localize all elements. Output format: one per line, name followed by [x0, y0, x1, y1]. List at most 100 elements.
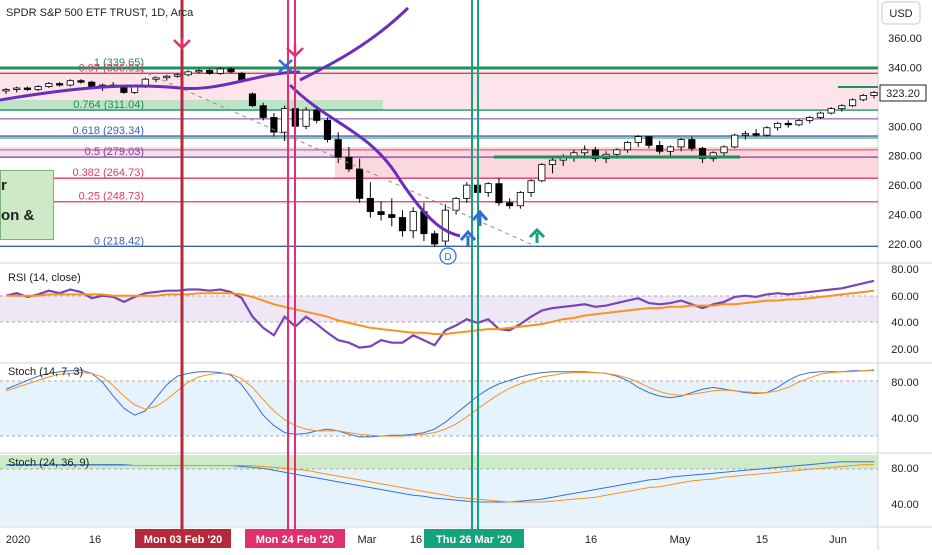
- series-line-0: [5, 279, 875, 349]
- candle-body: [848, 99, 857, 107]
- note-box[interactable]: r on &: [0, 170, 54, 240]
- candle-body: [2, 89, 10, 92]
- drawn-curve-left[interactable]: [0, 70, 301, 102]
- fib-label-0: 1 (339.65): [94, 57, 144, 69]
- fib-green-band: [0, 100, 383, 110]
- candle-body: [795, 120, 803, 126]
- blue-up-arrow-1-icon: [459, 229, 477, 246]
- candle-body: [548, 159, 557, 165]
- candle-body: [645, 136, 653, 146]
- fib-zone-left: [0, 147, 335, 157]
- candle-body: [66, 80, 74, 86]
- date-badge-feb03-label: Mon 03 Feb '20: [144, 534, 222, 546]
- dashed-trend-line[interactable]: [139, 69, 536, 247]
- red-down-arrow-1-icon: [173, 38, 191, 50]
- symbol-title: SPDR S&P 500 ETF TRUST, 1D, Arca: [6, 7, 194, 19]
- candle-body: [356, 168, 364, 199]
- candle-body: [741, 133, 749, 136]
- series-line-1: [6, 289, 875, 335]
- stoch1-title: Stoch (14, 7, 3): [8, 366, 83, 378]
- candle-body: [163, 75, 171, 79]
- fib-label-6: 0.25 (248.73): [79, 191, 144, 203]
- currency-label: USD: [889, 8, 912, 20]
- price-tick-label: 300.00: [888, 121, 922, 133]
- teal-up-arrow-icon: [528, 227, 546, 243]
- candle-body: [806, 117, 814, 121]
- candle-body: [206, 69, 214, 74]
- candle-body: [431, 233, 439, 245]
- fib-label-4: 0.5 (279.03): [85, 146, 144, 158]
- blue-x-marker-icon: [278, 59, 293, 73]
- candle-body: [581, 149, 589, 154]
- price-tick-label: 340.00: [888, 62, 922, 74]
- series-line-1: [5, 370, 874, 437]
- drawn-curve-top[interactable]: [299, 6, 410, 82]
- candle-body: [634, 136, 642, 143]
- candle-body: [302, 109, 310, 127]
- candle-body: [45, 83, 53, 87]
- date-badge-mar26-label: Thu 26 Mar '20: [436, 534, 512, 546]
- time-tick-label: Jun: [829, 534, 847, 546]
- stoch1-lines: [5, 369, 875, 438]
- candle-body: [173, 74, 182, 77]
- time-tick-label: Mar: [358, 534, 377, 546]
- rsi-lines: [5, 279, 875, 349]
- date-badge-feb24-label: Mon 24 Feb '20: [256, 534, 334, 546]
- drawn-curve-decline[interactable]: [288, 83, 461, 238]
- price-tick-label: 280.00: [888, 151, 922, 163]
- candle-body: [731, 134, 739, 148]
- candle-body: [720, 146, 728, 154]
- candle-body: [538, 164, 546, 182]
- candle-body: [613, 149, 621, 155]
- price-tick-label: 360.00: [888, 33, 922, 45]
- candle-body: [506, 202, 514, 207]
- fib-label-2: 0.764 (311.04): [73, 99, 144, 111]
- fib-label-1: 0.97 (336.01): [79, 62, 144, 74]
- series-line-1: [6, 464, 874, 503]
- rsi-tick-label: 40.00: [891, 317, 919, 329]
- stoch1-band: [0, 381, 878, 436]
- time-tick-label: 16: [410, 534, 422, 546]
- date-badge-feb24: Mon 24 Feb '20: [245, 529, 345, 548]
- candle-body: [623, 142, 632, 151]
- stoch2-band: [0, 469, 878, 526]
- rsi-tick-label: 80.00: [891, 264, 919, 276]
- candle-body: [398, 217, 407, 232]
- candle-body: [323, 120, 332, 140]
- date-badge-mar26: Thu 26 Mar '20: [424, 529, 524, 548]
- current-price-tag: 323.20: [879, 84, 927, 102]
- candle-body: [870, 92, 878, 96]
- candle-body: [859, 94, 867, 101]
- currency-button[interactable]: USD: [881, 1, 921, 25]
- candle-body: [591, 149, 599, 160]
- candle-body: [773, 122, 782, 129]
- candle-body: [56, 83, 64, 86]
- time-tick-label: 2020: [6, 534, 30, 546]
- candle-body: [281, 108, 289, 133]
- candle-body: [666, 146, 674, 152]
- candle-body: [816, 112, 824, 118]
- candle-body: [270, 117, 278, 133]
- candle-body: [313, 109, 321, 121]
- candle-body: [827, 108, 835, 114]
- candle-body: [259, 105, 267, 118]
- candle-body: [527, 180, 535, 193]
- candle-body: [248, 93, 257, 107]
- stoch1-tick-label: 40.00: [891, 413, 919, 425]
- candle-body: [698, 147, 707, 160]
- time-tick-label: May: [670, 534, 691, 546]
- note-line-2: on &: [1, 207, 35, 224]
- stoch1-tick-label: 80.00: [891, 377, 919, 389]
- candle-body: [184, 71, 192, 76]
- stoch2-tick-label: 40.00: [891, 499, 919, 511]
- pivot-marker[interactable]: D: [439, 247, 457, 265]
- current-price-label: 323.20: [886, 88, 920, 100]
- candle-body: [152, 77, 160, 80]
- candle-body: [377, 211, 385, 215]
- candle-body: [677, 139, 685, 148]
- candle-body: [495, 183, 503, 204]
- candle-body: [409, 211, 417, 232]
- candle-body: [345, 156, 353, 170]
